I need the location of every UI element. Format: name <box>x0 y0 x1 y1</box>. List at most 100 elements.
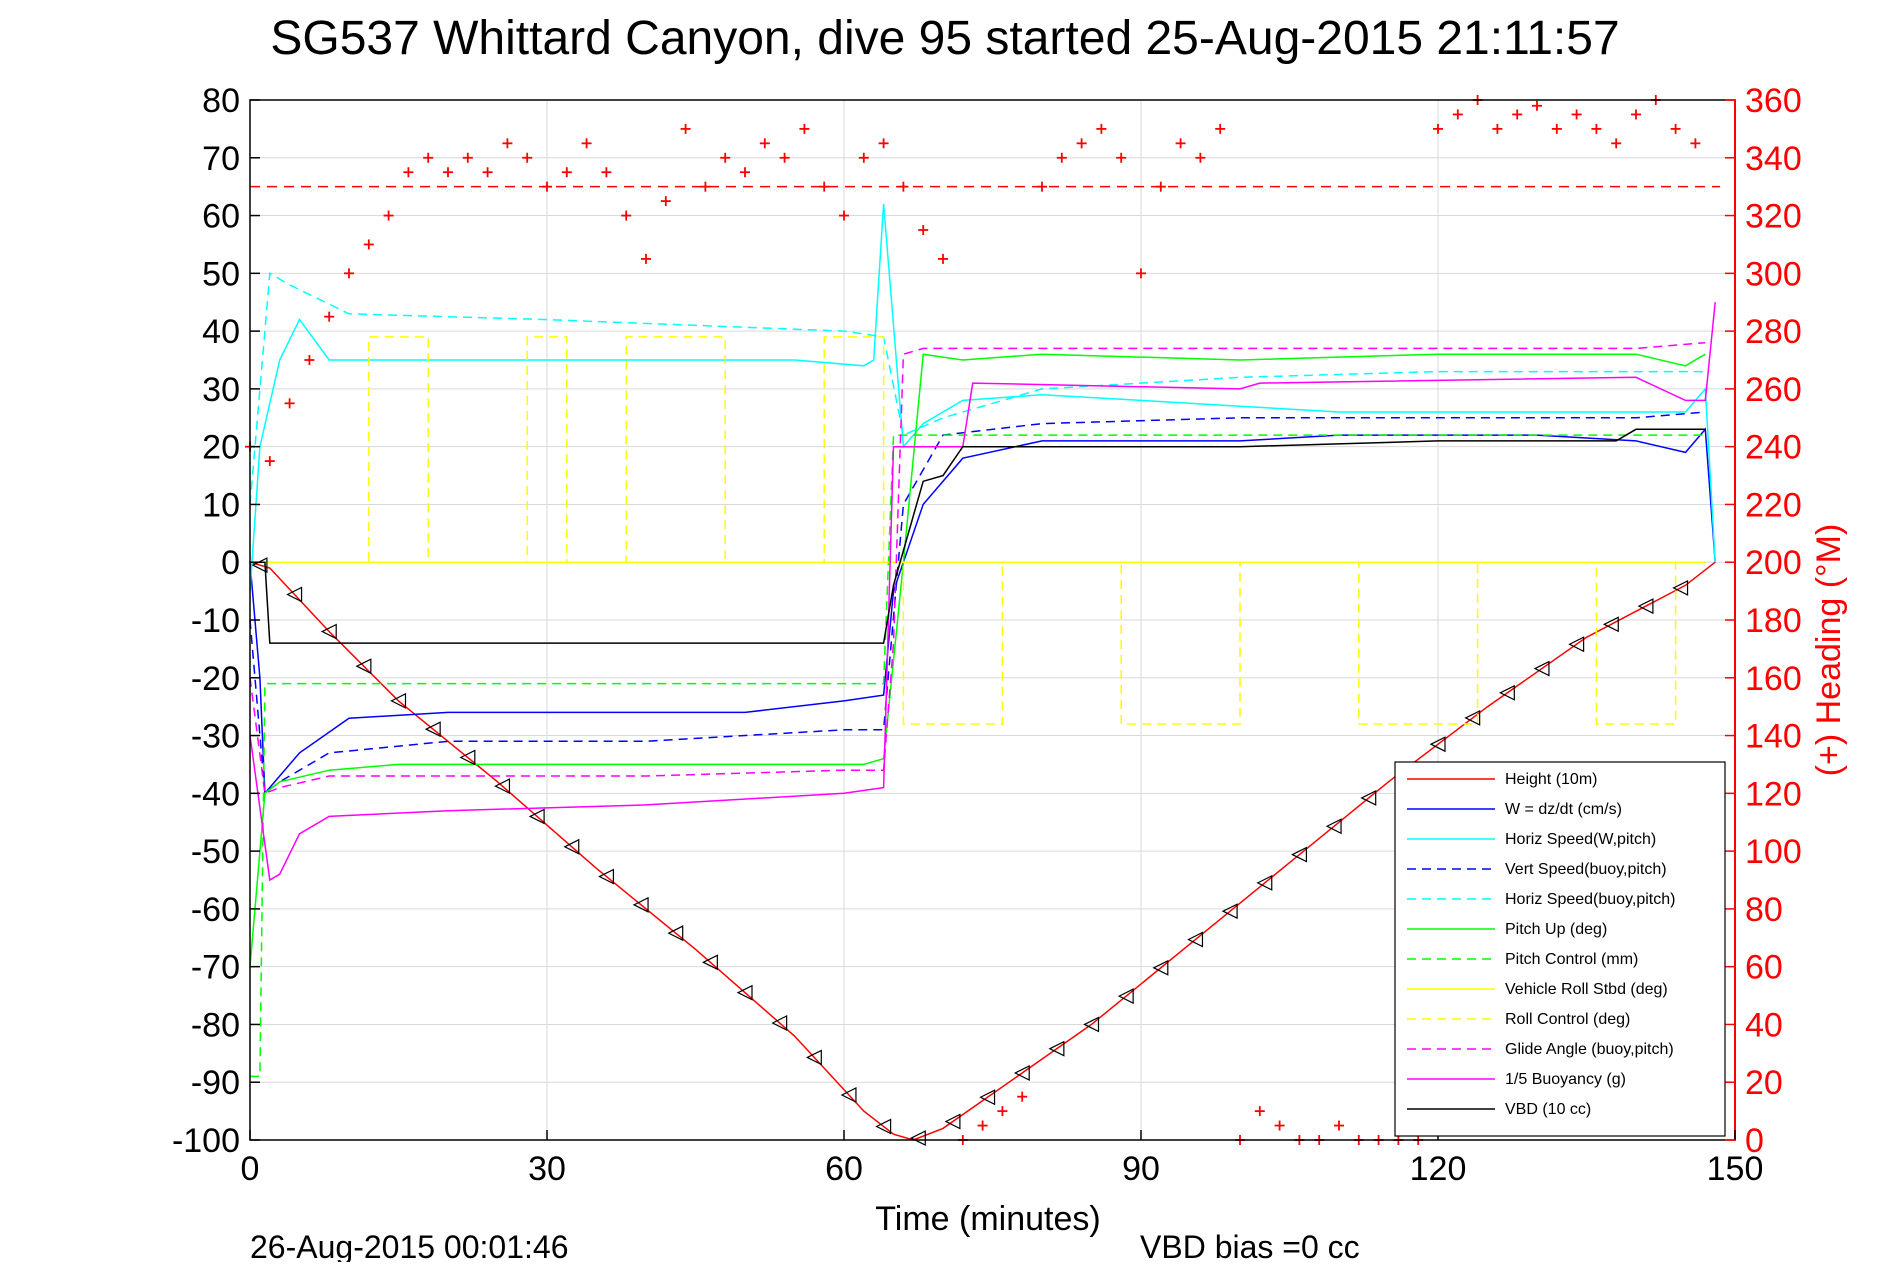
legend-label: 1/5 Buoyancy (g) <box>1505 1071 1626 1088</box>
height-marker <box>1533 660 1550 677</box>
right-y-tick-label: 240 <box>1745 429 1802 467</box>
height-marker <box>875 1118 892 1135</box>
height-marker <box>320 623 337 640</box>
height-marker <box>1672 579 1689 596</box>
y-tick-label: -10 <box>191 602 240 640</box>
height-marker <box>1464 709 1481 726</box>
y-tick-label: 10 <box>202 486 240 524</box>
height-marker <box>771 1015 788 1031</box>
chart-title: SG537 Whittard Canyon, dive 95 started 2… <box>270 12 1619 65</box>
height-marker <box>598 868 615 885</box>
height-marker <box>840 1087 857 1103</box>
height-marker <box>632 896 649 913</box>
height-marker <box>1083 1016 1100 1033</box>
legend-label: Vert Speed(buoy,pitch) <box>1505 861 1667 878</box>
height-marker <box>1221 903 1238 920</box>
y-tick-label: -20 <box>191 660 240 698</box>
height-marker <box>1498 684 1515 701</box>
legend-label: Glide Angle (buoy,pitch) <box>1505 1041 1674 1058</box>
right-y-tick-label: 140 <box>1745 718 1802 756</box>
height-marker <box>1013 1065 1030 1081</box>
right-y-tick-label: 360 <box>1745 82 1802 120</box>
height-marker <box>1256 874 1273 891</box>
height-marker <box>909 1130 926 1147</box>
height-marker <box>528 808 545 825</box>
series-line <box>249 411 1706 795</box>
legend: Height (10m) W = dz/dt (cm/s) Horiz Speed(… <box>1394 761 1726 1137</box>
right-y-tick-label: 320 <box>1745 198 1802 236</box>
right-y-tick-label: 0 <box>1745 1122 1764 1160</box>
y-tick-label: 40 <box>202 313 240 351</box>
x-tick-label: 120 <box>1410 1150 1467 1188</box>
right-y-tick-label: 80 <box>1745 891 1783 929</box>
series-line <box>250 434 1706 1078</box>
height-marker <box>1568 636 1585 653</box>
x-axis-label: Time (minutes) <box>875 1200 1100 1238</box>
right-y-tick-label: 40 <box>1745 1006 1783 1044</box>
height-marker <box>563 838 580 855</box>
right-y-tick-label: 180 <box>1745 602 1802 640</box>
legend-label: Height (10m) <box>1505 771 1597 788</box>
y-tick-label: 60 <box>202 198 240 236</box>
y-tick-label: 80 <box>202 82 240 120</box>
right-y-tick-label: 120 <box>1745 775 1802 813</box>
x-tick-label: 90 <box>1122 1150 1160 1188</box>
height-marker <box>736 984 753 1001</box>
legend-label: Roll Control (deg) <box>1505 1011 1630 1028</box>
y-tick-label: -80 <box>191 1006 240 1044</box>
y-tick-label: 20 <box>202 429 240 467</box>
series-line <box>250 428 1706 644</box>
legend-label: Pitch Up (deg) <box>1505 921 1607 938</box>
y-tick-label: 70 <box>202 140 240 178</box>
series-line <box>249 353 1706 967</box>
height-marker <box>286 586 303 603</box>
right-y-tick-label: 160 <box>1745 660 1802 698</box>
height-marker <box>424 721 441 738</box>
series-line <box>249 341 1706 795</box>
y-tick-label: -60 <box>191 891 240 929</box>
right-axis-label: (+) Heading (°M) <box>1810 524 1848 777</box>
right-y-tick-label: 340 <box>1745 140 1802 178</box>
height-marker <box>1637 598 1654 615</box>
right-y-tick-label: 20 <box>1745 1064 1783 1102</box>
height-marker <box>979 1089 996 1106</box>
y-tick-label: -30 <box>191 718 240 756</box>
height-marker <box>1048 1040 1065 1057</box>
footer-timestamp: 26-Aug-2015 00:01:46 <box>250 1229 568 1262</box>
height-marker <box>1152 959 1169 976</box>
right-y-tick-label: 220 <box>1745 486 1802 524</box>
y-tick-label: -90 <box>191 1064 240 1102</box>
height-marker <box>805 1049 822 1066</box>
legend-label: Horiz Speed(buoy,pitch) <box>1505 891 1675 908</box>
height-marker <box>1117 988 1134 1005</box>
right-y-tick-label: 200 <box>1745 544 1802 582</box>
height-marker <box>390 692 407 709</box>
series-layer <box>249 203 1716 1147</box>
height-marker <box>1602 616 1619 633</box>
y-tick-label: 30 <box>202 371 240 409</box>
right-y-tick-label: 100 <box>1745 833 1802 871</box>
right-y-tick-label: 300 <box>1745 255 1802 293</box>
height-marker <box>1325 818 1342 835</box>
legend-label: Vehicle Roll Stbd (deg) <box>1505 981 1668 998</box>
footer-vbd-bias: VBD bias =0 cc <box>1140 1229 1360 1262</box>
x-tick-label: 150 <box>1707 1150 1764 1188</box>
right-y-tick-label: 280 <box>1745 313 1802 351</box>
legend-label: Horiz Speed(W,pitch) <box>1505 831 1656 848</box>
y-tick-label: -70 <box>191 949 240 987</box>
y-tick-label: 50 <box>202 255 240 293</box>
x-tick-label: 60 <box>825 1150 863 1188</box>
height-marker <box>459 749 476 766</box>
series-line <box>249 203 1716 592</box>
height-marker <box>1291 846 1308 863</box>
height-marker <box>667 925 684 942</box>
y-tick-label: -100 <box>172 1122 240 1160</box>
x-tick-label: 30 <box>528 1150 566 1188</box>
height-marker <box>1360 789 1377 806</box>
right-y-tick-label: 260 <box>1745 371 1802 409</box>
height-marker <box>355 658 372 675</box>
legend-label: Pitch Control (mm) <box>1505 951 1638 968</box>
legend-label: W = dz/dt (cm/s) <box>1505 801 1622 818</box>
